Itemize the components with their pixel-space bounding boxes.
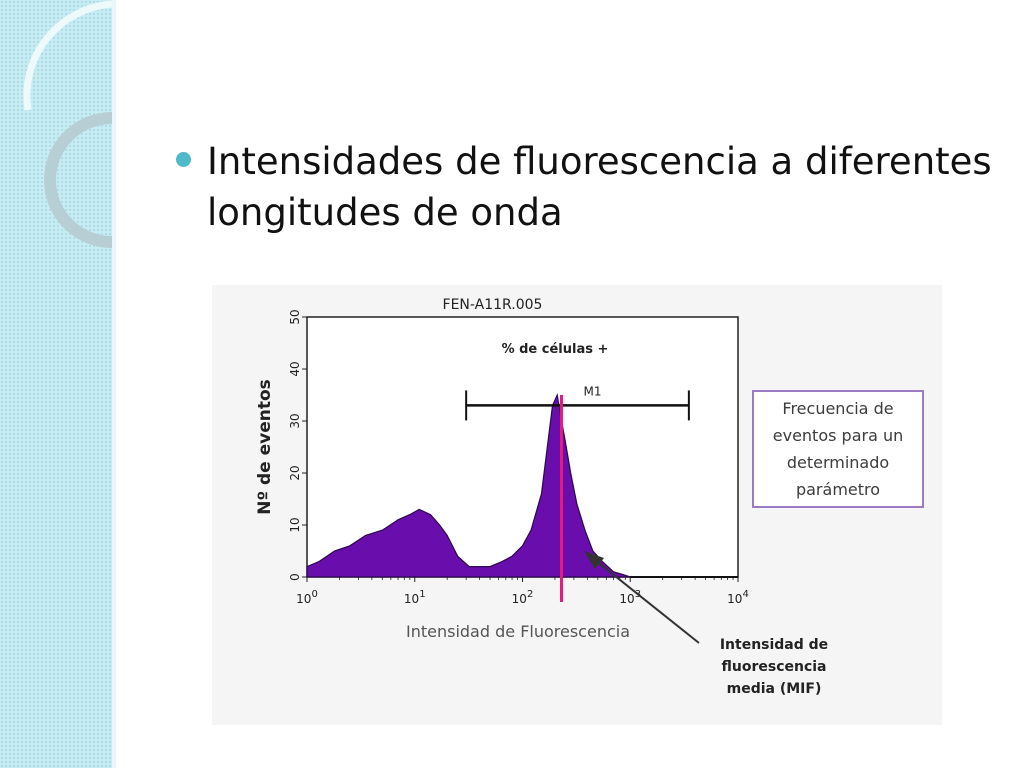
x-tick-label: 104 bbox=[727, 589, 749, 606]
histogram-chart: FEN-A11R.005 % de células + 0 10 20 30 40 50 100… bbox=[255, 297, 749, 644]
sidebar-pattern bbox=[0, 0, 112, 768]
gate-marker-label: M1 bbox=[584, 384, 602, 398]
ring-arc-upper bbox=[23, 0, 113, 111]
y-axis-label: Nº de eventos bbox=[255, 379, 275, 515]
x-tick-label: 101 bbox=[404, 589, 426, 606]
annotation-note-text: Frecuencia de eventos para un determinad… bbox=[772, 399, 904, 499]
y-tick-label: 40 bbox=[288, 361, 302, 376]
x-tick-label: 102 bbox=[512, 589, 534, 606]
y-tick-label: 20 bbox=[288, 465, 302, 480]
decorative-rings bbox=[23, 0, 113, 248]
annotation-note-box: Frecuencia de eventos para un determinad… bbox=[752, 390, 924, 508]
mif-pointer-arrow-line bbox=[589, 555, 700, 644]
sidebar-edge bbox=[112, 0, 116, 768]
y-tick-label: 10 bbox=[288, 517, 302, 532]
histogram-area bbox=[306, 392, 631, 578]
y-tick-label: 30 bbox=[288, 413, 302, 428]
ring-arc-lower bbox=[44, 112, 113, 248]
y-tick-label: 0 bbox=[288, 573, 302, 581]
chart-subtitle: % de células + bbox=[502, 342, 609, 357]
mif-pointer-arrowhead bbox=[584, 551, 604, 569]
mif-annotation-text: Intensidad de fluorescencia media (MIF) bbox=[719, 637, 829, 697]
x-tick-label: 103 bbox=[619, 589, 641, 606]
chart-title: FEN-A11R.005 bbox=[443, 297, 543, 313]
x-axis-label: Intensidad de Fluorescencia bbox=[406, 622, 630, 641]
y-tick-label: 50 bbox=[288, 309, 302, 324]
bullet-dot bbox=[176, 152, 191, 167]
slide-bullet-text: Intensidades de fluorescencia a diferent… bbox=[207, 140, 992, 234]
x-tick-label: 100 bbox=[296, 589, 318, 606]
